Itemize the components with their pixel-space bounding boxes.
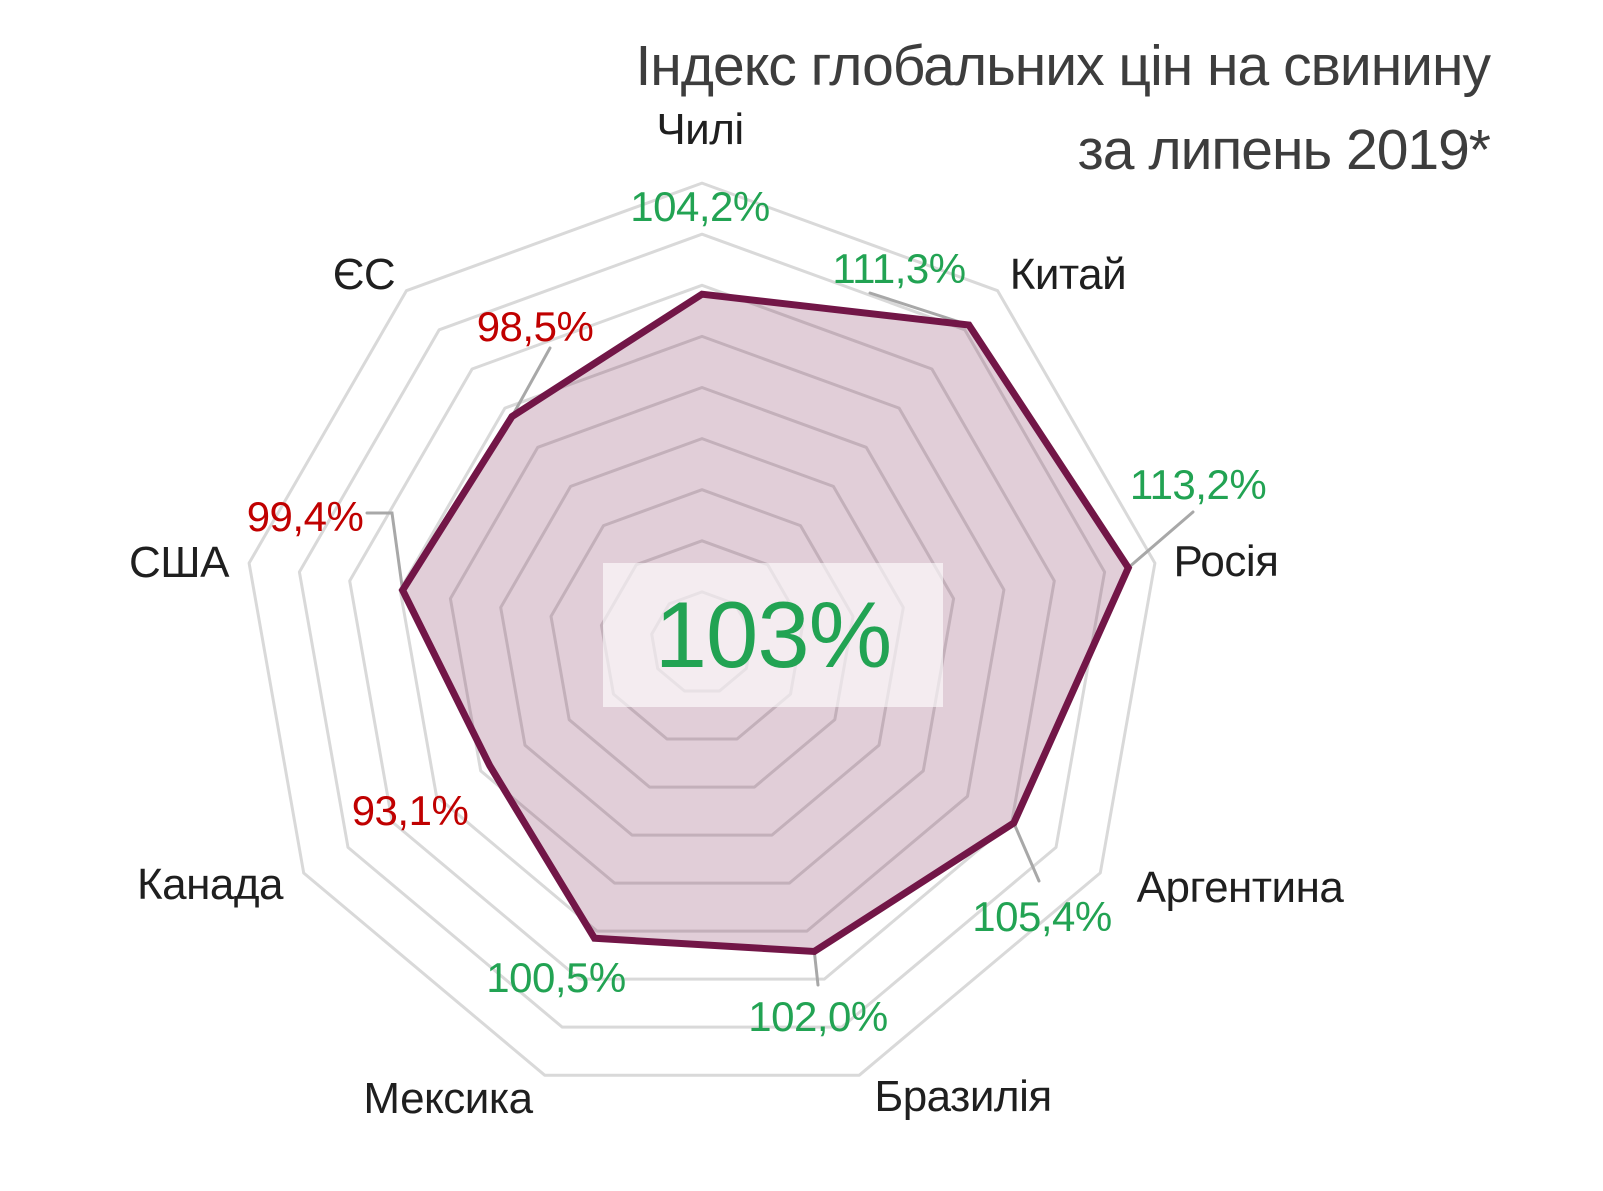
grid-ring-5 xyxy=(448,386,956,885)
category-label-usa: США xyxy=(129,538,229,587)
chart-title: Індекс глобальних цін на свинину за липе… xyxy=(635,24,1491,192)
category-label-canada: Канада xyxy=(136,860,284,909)
value-label-russia: 113,2% xyxy=(1129,461,1267,508)
category-label-brazil: Бразилія xyxy=(874,1072,1052,1121)
grid-ring-9 xyxy=(247,181,1157,1077)
leader-line-usa xyxy=(365,511,405,592)
value-label-mexico: 100,5% xyxy=(486,954,626,1001)
chart-title-line1: Індекс глобальних цін на свинину xyxy=(635,34,1491,98)
grid-ring-6 xyxy=(398,334,1006,933)
category-label-mexico: Мексика xyxy=(363,1074,533,1123)
leader-line-argentina xyxy=(1012,821,1041,883)
category-label-russia: Росія xyxy=(1173,537,1280,586)
value-label-usa: 99,4% xyxy=(246,493,364,540)
leader-line-brazil xyxy=(812,950,820,987)
category-label-eu: ЄС xyxy=(332,250,396,299)
grid-ring-8 xyxy=(297,232,1107,1029)
grid-ring-7 xyxy=(348,283,1056,981)
center-annotation-value: 103% xyxy=(654,582,892,687)
value-label-eu: 98,5% xyxy=(476,303,594,350)
category-label-chile: Чилі xyxy=(656,105,744,154)
value-label-canada: 93,1% xyxy=(351,787,469,834)
chart-title-line2: за липень 2019* xyxy=(1077,118,1491,182)
leader-line-russia xyxy=(1126,510,1195,570)
value-label-argentina: 105,4% xyxy=(972,893,1112,940)
category-label-china: Китай xyxy=(1009,250,1127,299)
category-label-argentina: Аргентина xyxy=(1136,863,1344,912)
value-label-china: 111,3% xyxy=(832,245,966,292)
value-label-chile: 104,2% xyxy=(630,183,770,230)
value-label-brazil: 102,0% xyxy=(748,993,888,1040)
grid-ring-4 xyxy=(499,437,905,837)
leader-line-eu xyxy=(510,346,552,418)
center-annotation-box: 103% xyxy=(603,563,943,707)
